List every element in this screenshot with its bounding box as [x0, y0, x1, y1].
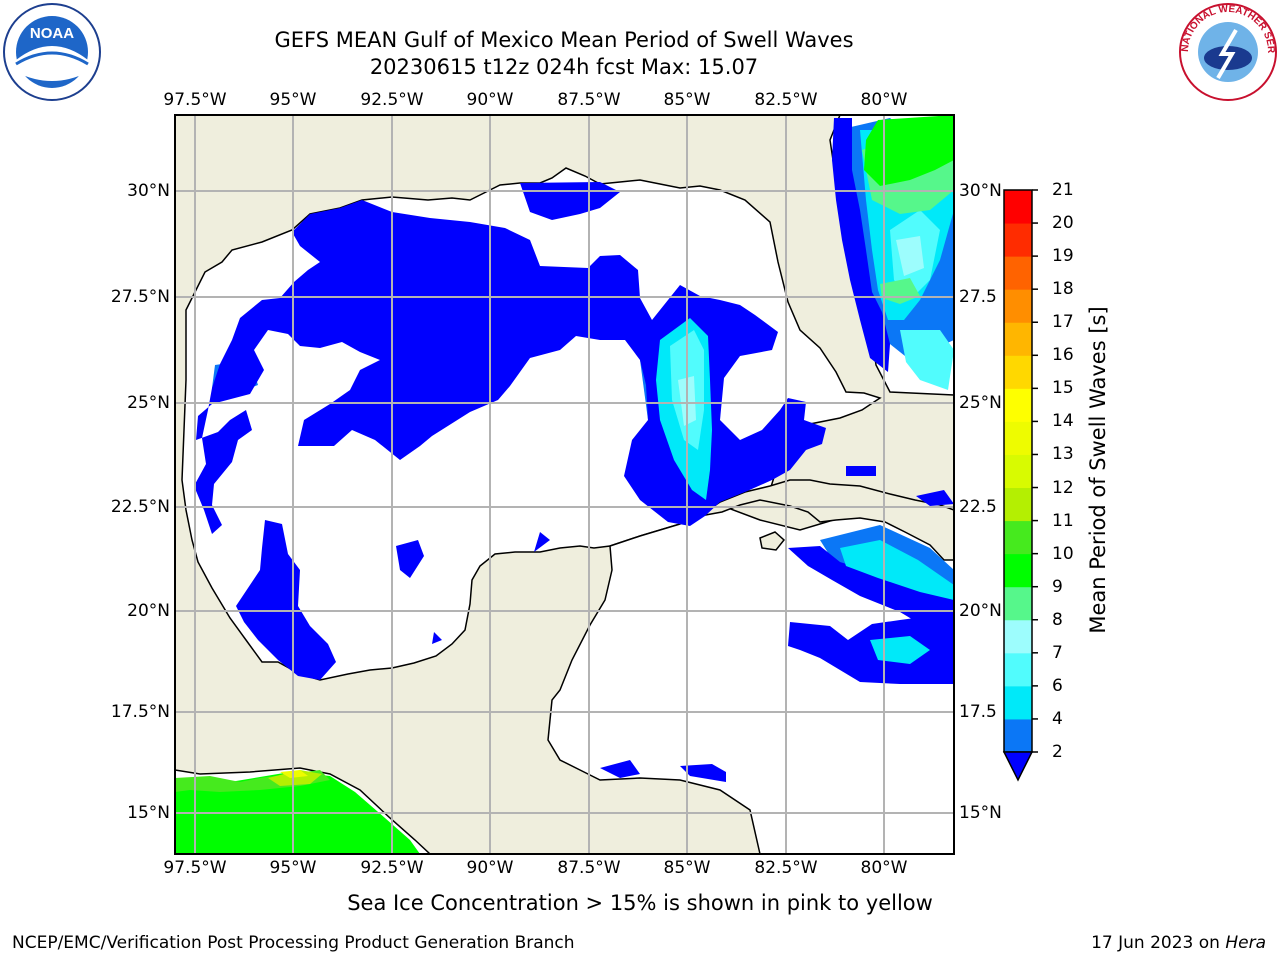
footer-host: Hera: [1225, 933, 1266, 953]
colorbar-tick-label: 19: [1052, 246, 1074, 267]
footer-credit: NCEP/EMC/Verification Post Processing Pr…: [12, 933, 575, 953]
map-subtitle: 20230615 t12z 024h fcst Max: 15.07: [369, 55, 759, 79]
lon-tick-top: 87.5°W: [557, 90, 621, 110]
lon-tick-top: 90°W: [466, 90, 514, 110]
lat-tick-left: 27.5°N: [110, 287, 170, 307]
colorbar-tick-label: 12: [1052, 477, 1074, 498]
footer-date-text: 17 Jun 2023 on: [1091, 933, 1226, 953]
sea-ice-note: Sea Ice Concentration > 15% is shown in …: [347, 891, 933, 915]
colorbar-tick-label: 10: [1052, 543, 1074, 564]
nws-logo-icon: NATIONAL WEATHER SERVICE: [1174, 0, 1278, 102]
colorbar-tick-label: 7: [1052, 642, 1063, 663]
colorbar-band: [1004, 520, 1032, 555]
colorbar-band: [1004, 355, 1032, 389]
colorbar-tick-label: 13: [1052, 444, 1074, 465]
lat-tick-left: 25°N: [127, 393, 170, 413]
colorbar-tick-label: 6: [1052, 675, 1063, 696]
lat-tick-right: 15°N: [959, 803, 1002, 823]
lat-tick-right: 17.5: [959, 702, 997, 722]
lon-tick-bottom: 90°W: [466, 858, 514, 878]
lat-tick-right: 25°N: [959, 393, 1002, 413]
colorbar-band: [1004, 289, 1032, 323]
footer-date: 17 Jun 2023 on Hera: [1091, 933, 1266, 953]
noaa-logo-text: NOAA: [30, 25, 74, 42]
lon-tick-bottom: 82.5°W: [754, 858, 818, 878]
lon-tick-bottom: 97.5°W: [163, 858, 227, 878]
colorbar-band: [1004, 223, 1032, 257]
lat-tick-left: 30°N: [127, 181, 170, 201]
lon-tick-top: 82.5°W: [754, 90, 818, 110]
colorbar-tick-label: 11: [1052, 510, 1074, 531]
lat-tick-left: 20°N: [127, 601, 170, 621]
lon-tick-bottom: 92.5°W: [360, 858, 424, 878]
lon-tick-top: 97.5°W: [163, 90, 227, 110]
colorbar-tick-label: 2: [1052, 742, 1063, 762]
lon-tick-bottom: 87.5°W: [557, 858, 621, 878]
colorbar-tick-label: 14: [1052, 411, 1074, 432]
lat-tick-right: 20°N: [959, 601, 1002, 621]
colorbar-band: [1004, 718, 1032, 753]
colorbar-band: [1004, 586, 1032, 621]
lat-tick-left: 15°N: [127, 803, 170, 823]
colorbar-tick-label: 16: [1052, 345, 1074, 366]
lon-tick-top: 80°W: [860, 90, 908, 110]
colorbar-tick-label: 20: [1052, 213, 1074, 234]
colorbar-band: [1004, 487, 1032, 522]
lon-tick-bottom: 85°W: [663, 858, 711, 878]
colorbar-band: [1004, 421, 1032, 455]
swell-band-6-7: [670, 210, 954, 450]
colorbar-extend-arrow: [1002, 751, 1034, 782]
lat-tick-right: 22.5: [959, 497, 997, 517]
lon-tick-bottom: 95°W: [269, 858, 317, 878]
swell-band-9-10: [864, 115, 954, 186]
colorbar: [1002, 189, 1038, 782]
swell-band-0-2: [194, 118, 954, 782]
colorbar-tick-label: 17: [1052, 312, 1074, 333]
colorbar-band: [1004, 454, 1032, 489]
colorbar-band: [1004, 190, 1032, 224]
lon-tick-top: 92.5°W: [360, 90, 424, 110]
colorbar-band: [1004, 619, 1032, 654]
lon-tick-top: 95°W: [269, 90, 317, 110]
colorbar-tick-label: 21: [1052, 180, 1074, 200]
colorbar-band: [1004, 388, 1032, 422]
noaa-logo-icon: NOAA: [2, 2, 102, 102]
lat-tick-right: 30°N: [959, 181, 1002, 201]
lat-tick-right: 27.5: [959, 287, 997, 307]
colorbar-tick-label: 15: [1052, 378, 1074, 399]
lat-tick-left: 17.5°N: [110, 702, 170, 722]
colorbar-band: [1004, 322, 1032, 356]
colorbar-tick-label: 9: [1052, 576, 1063, 597]
map-frame: [174, 114, 955, 855]
map-title: GEFS MEAN Gulf of Mexico Mean Period of …: [274, 28, 854, 52]
colorbar-tick-label: 4: [1052, 708, 1063, 729]
colorbar-tick-label: 8: [1052, 609, 1063, 630]
colorbar-band: [1004, 256, 1032, 290]
lon-tick-top: 85°W: [663, 90, 711, 110]
isle-of-youth: [759, 531, 786, 551]
lon-tick-bottom: 80°W: [860, 858, 908, 878]
colorbar-band: [1004, 685, 1032, 720]
colorbar-band: [1004, 553, 1032, 588]
map-gridlines: [175, 115, 954, 854]
colorbar-tick-label: 18: [1052, 279, 1074, 300]
colorbar-band: [1004, 652, 1032, 687]
lat-tick-left: 22.5°N: [110, 497, 170, 517]
